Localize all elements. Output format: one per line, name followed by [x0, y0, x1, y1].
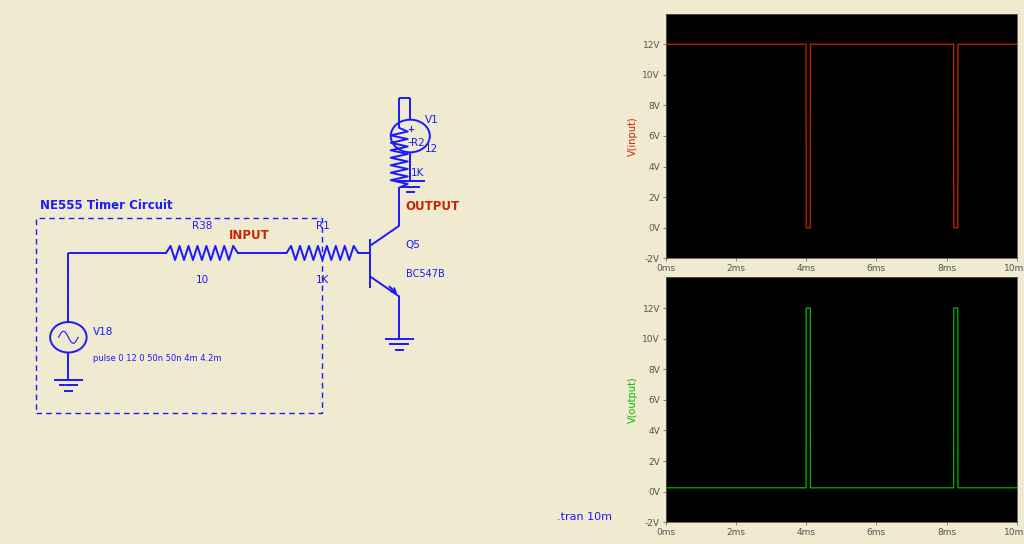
Text: +: +	[407, 125, 414, 134]
Text: Q5: Q5	[406, 240, 421, 250]
Text: NE555 Timer Circuit: NE555 Timer Circuit	[40, 199, 173, 212]
Y-axis label: V(output): V(output)	[629, 376, 638, 423]
Text: 1K: 1K	[411, 168, 424, 177]
Text: –: –	[408, 138, 413, 147]
Text: V1: V1	[425, 115, 438, 125]
Text: R1: R1	[315, 221, 330, 231]
Text: R38: R38	[191, 221, 212, 231]
Text: .tran 10m: .tran 10m	[557, 512, 612, 522]
Text: 12: 12	[425, 144, 438, 154]
Text: BC547B: BC547B	[406, 269, 444, 279]
Text: 1K: 1K	[315, 275, 329, 285]
Text: pulse 0 12 0 50n 50n 4m 4.2m: pulse 0 12 0 50n 50n 4m 4.2m	[93, 354, 221, 363]
Text: V18: V18	[93, 327, 114, 337]
Text: INPUT: INPUT	[229, 229, 269, 242]
Text: OUTPUT: OUTPUT	[406, 200, 460, 213]
Bar	[36, 218, 323, 413]
Y-axis label: V(input): V(input)	[629, 116, 638, 156]
Text: 10: 10	[196, 275, 209, 285]
Text: R2: R2	[411, 138, 425, 148]
